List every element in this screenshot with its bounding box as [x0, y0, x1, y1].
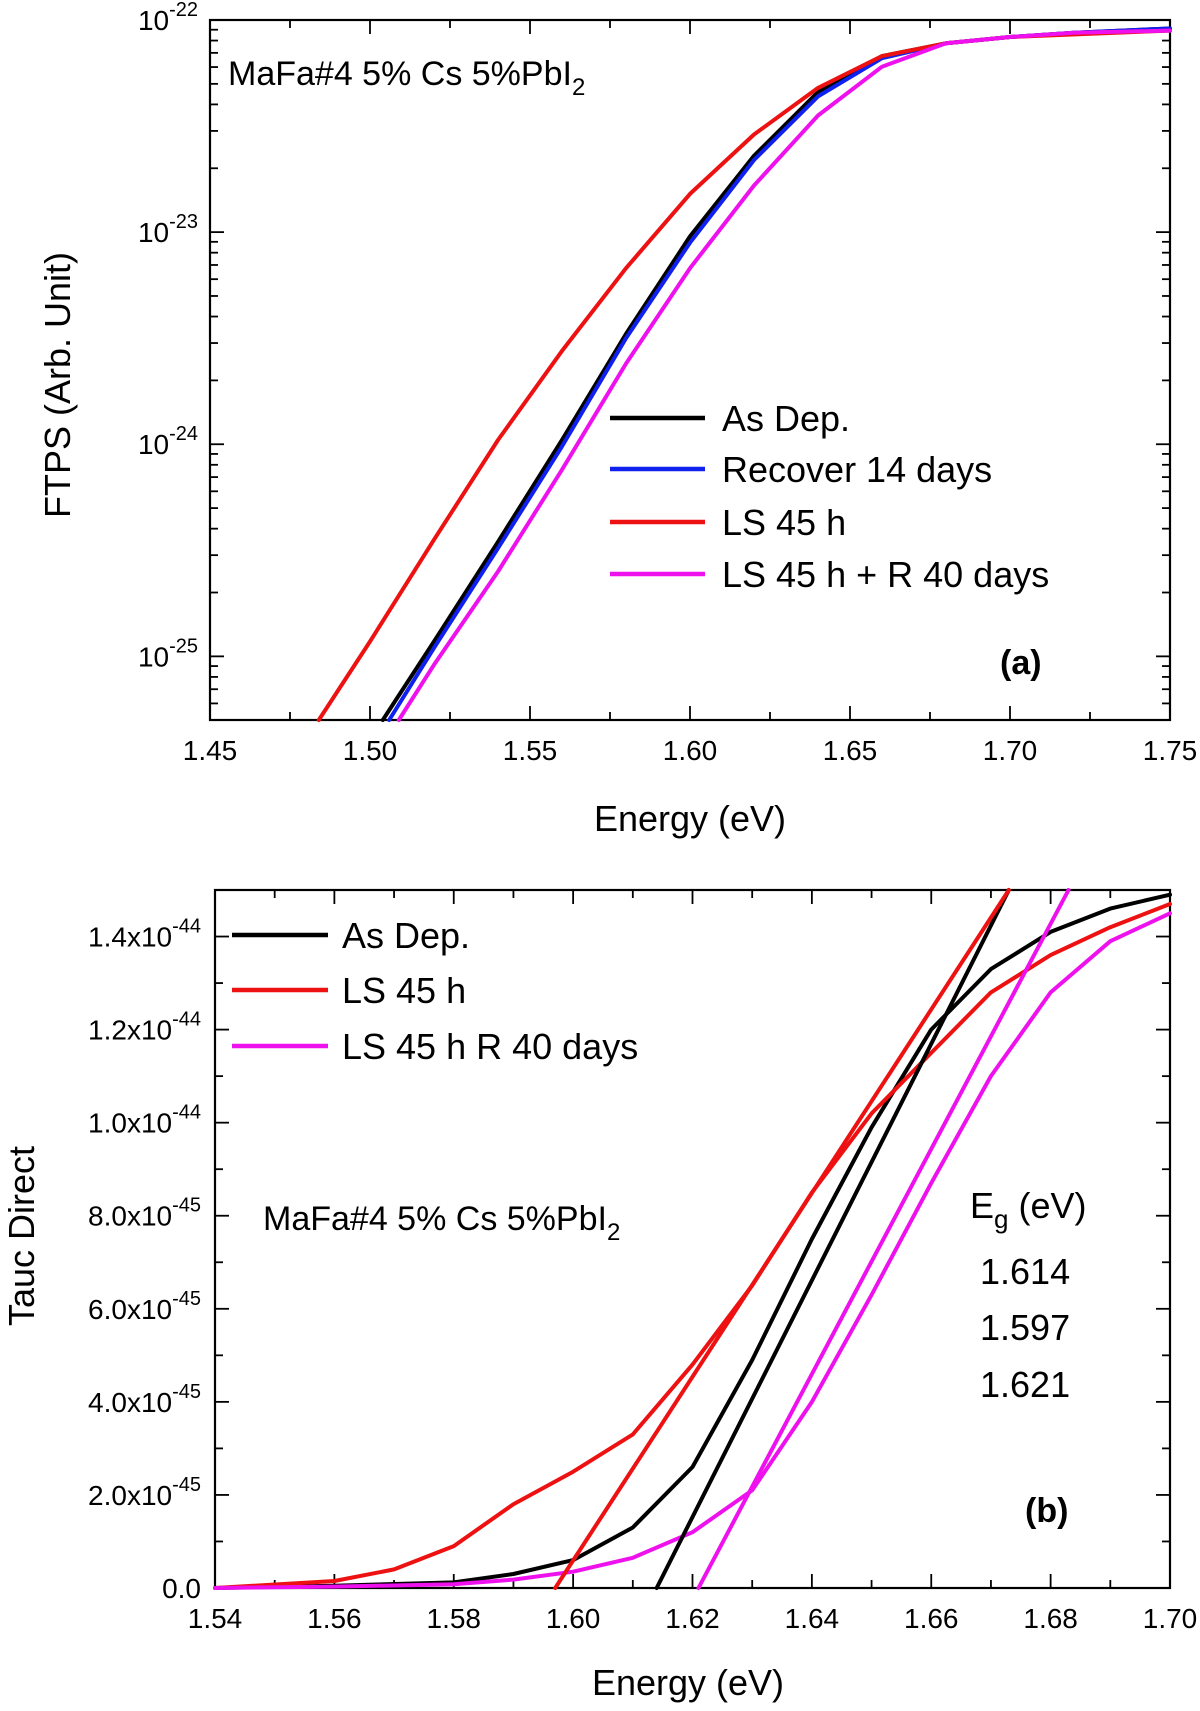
legend-label-ls-45h-r-40-days: LS 45 h R 40 days — [342, 1026, 638, 1067]
x-tick-label: 1.65 — [823, 735, 878, 766]
panel-a-ftps-chart: 1.45 1.50 1.55 1.60 1.65 1.70 1.75 10-22 10-23 10… — [37, 0, 1197, 839]
y-tick-label: 1.2x10-44 — [88, 1009, 201, 1046]
x-tick-label: 1.45 — [183, 735, 238, 766]
panel-b-label: (b) — [1025, 1492, 1068, 1530]
fit-line-ls-45-h-r-40-days-fit — [696, 888, 1071, 1590]
panel-b-curves — [213, 888, 1172, 1590]
y-tick-label: 2.0x10-45 — [88, 1474, 201, 1511]
panel-b-x-axis-title: Energy (eV) — [592, 1662, 784, 1703]
x-tick-label: 1.50 — [343, 735, 398, 766]
fit-line-as-dep-fit — [654, 888, 1011, 1590]
panel-a-legend: As Dep. Recover 14 days LS 45 h LS 45 h … — [610, 398, 1049, 595]
x-tick-label: 1.64 — [785, 1603, 840, 1634]
panel-b-legend: As Dep. LS 45 h LS 45 h R 40 days — [232, 915, 638, 1067]
panel-b-ticks: 1.54 1.56 1.58 1.60 1.62 1.64 1.66 1.68 1.70 0.0 2… — [88, 889, 1198, 1634]
panel-a-x-axis-title: Energy (eV) — [594, 798, 786, 839]
bandgap-table: Eg (eV) 1.614 1.597 1.621 — [970, 1185, 1087, 1405]
x-tick-label: 1.58 — [427, 1603, 482, 1634]
x-tick-label: 1.55 — [503, 735, 558, 766]
y-tick-label: 0.0 — [162, 1573, 201, 1604]
y-tick-label: 10-25 — [138, 635, 198, 672]
x-tick-label: 1.75 — [1143, 735, 1198, 766]
panel-a-label: (a) — [1000, 644, 1042, 682]
y-tick-label: 8.0x10-45 — [88, 1195, 201, 1232]
fit-line-ls-45-h-fit — [553, 888, 1011, 1590]
x-tick-label: 1.70 — [983, 735, 1038, 766]
series-line-as-dep — [380, 26, 1172, 722]
series-line-as-dep — [213, 892, 1172, 1590]
x-tick-label: 1.60 — [663, 735, 718, 766]
panel-a-y-axis-title: FTPS (Arb. Unit) — [37, 252, 78, 518]
y-tick-label: 10-23 — [138, 211, 198, 248]
x-tick-label: 1.60 — [546, 1603, 601, 1634]
y-tick-label: 10-24 — [138, 423, 198, 460]
bandgap-header: Eg (eV) — [970, 1185, 1087, 1234]
legend-label-as-dep: As Dep. — [342, 915, 470, 956]
panel-b-tauc-chart: 1.54 1.56 1.58 1.60 1.62 1.64 1.66 1.68 1.70 0.0 2… — [1, 888, 1198, 1703]
series-line-ls-45-h — [213, 902, 1172, 1590]
x-tick-label: 1.56 — [307, 1603, 362, 1634]
legend-label-recover-14-days: Recover 14 days — [722, 449, 992, 490]
y-tick-label: 1.0x10-44 — [88, 1102, 201, 1139]
bandgap-value-as-dep: 1.614 — [980, 1251, 1070, 1292]
bandgap-value-ls-45h: 1.597 — [980, 1307, 1070, 1348]
series-line-ls-45-h-r-40-days — [396, 28, 1172, 722]
panel-a-curves — [316, 26, 1172, 722]
y-tick-label: 1.4x10-44 — [88, 916, 201, 953]
y-tick-label: 6.0x10-45 — [88, 1288, 201, 1325]
legend-label-ls-45h-r-40-days: LS 45 h + R 40 days — [722, 554, 1049, 595]
legend-label-ls-45h: LS 45 h — [722, 502, 846, 543]
y-tick-label: 10-22 — [138, 0, 198, 36]
series-line-recover-14-days — [387, 26, 1172, 722]
legend-label-as-dep: As Dep. — [722, 398, 850, 439]
x-tick-label: 1.70 — [1143, 1603, 1198, 1634]
panel-a-ticks: 1.45 1.50 1.55 1.60 1.65 1.70 1.75 10-22 10-23 10… — [138, 0, 1197, 766]
y-tick-label: 4.0x10-45 — [88, 1381, 201, 1418]
x-tick-label: 1.54 — [188, 1603, 243, 1634]
x-tick-label: 1.66 — [904, 1603, 959, 1634]
panel-b-sample-annotation: MaFa#4 5% Cs 5%PbI2 — [263, 1200, 620, 1246]
panel-a-sample-annotation: MaFa#4 5% Cs 5%PbI2 — [228, 55, 585, 101]
bandgap-value-ls-45h-r-40-days: 1.621 — [980, 1364, 1070, 1405]
x-tick-label: 1.62 — [665, 1603, 720, 1634]
panel-b-y-axis-title: Tauc Direct — [1, 1146, 42, 1326]
series-line-ls-45-h — [316, 28, 1172, 722]
panel-a-frame — [208, 18, 1172, 722]
legend-label-ls-45h: LS 45 h — [342, 970, 466, 1011]
x-tick-label: 1.68 — [1023, 1603, 1078, 1634]
